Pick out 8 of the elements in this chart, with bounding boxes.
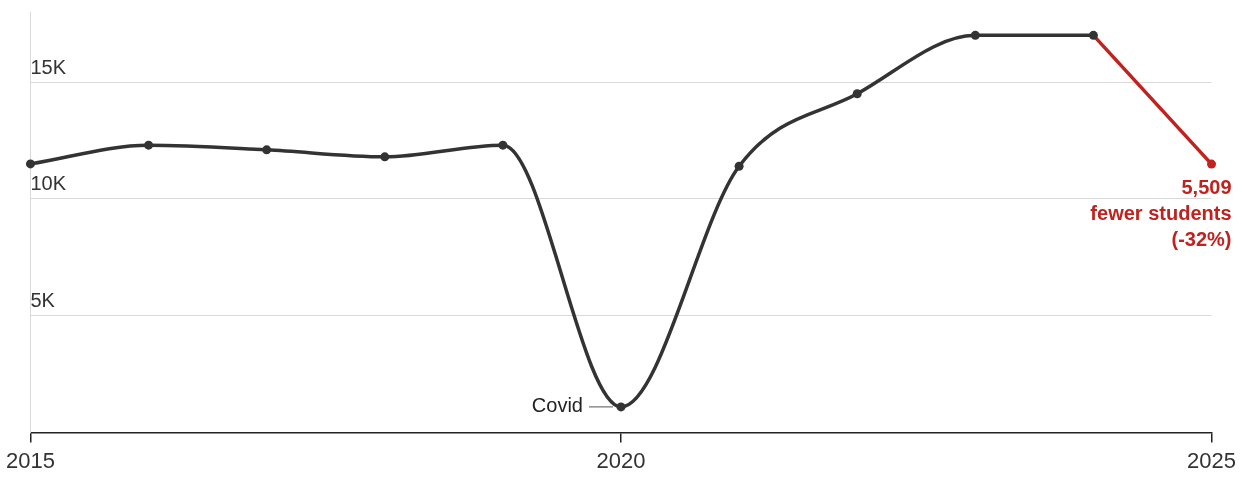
- x-tick-label: 2025: [1187, 447, 1237, 473]
- annotation: Covid: [531, 394, 583, 417]
- y-tick-label: 10K: [30, 172, 67, 195]
- x-tick-label: 2020: [596, 447, 646, 473]
- y-tick-label: 15K: [30, 55, 67, 78]
- y-tick-label: 5K: [30, 289, 56, 312]
- x-tick-label: 2015: [5, 447, 55, 473]
- annotation: 5,509 fewer students (-32%): [1090, 175, 1232, 250]
